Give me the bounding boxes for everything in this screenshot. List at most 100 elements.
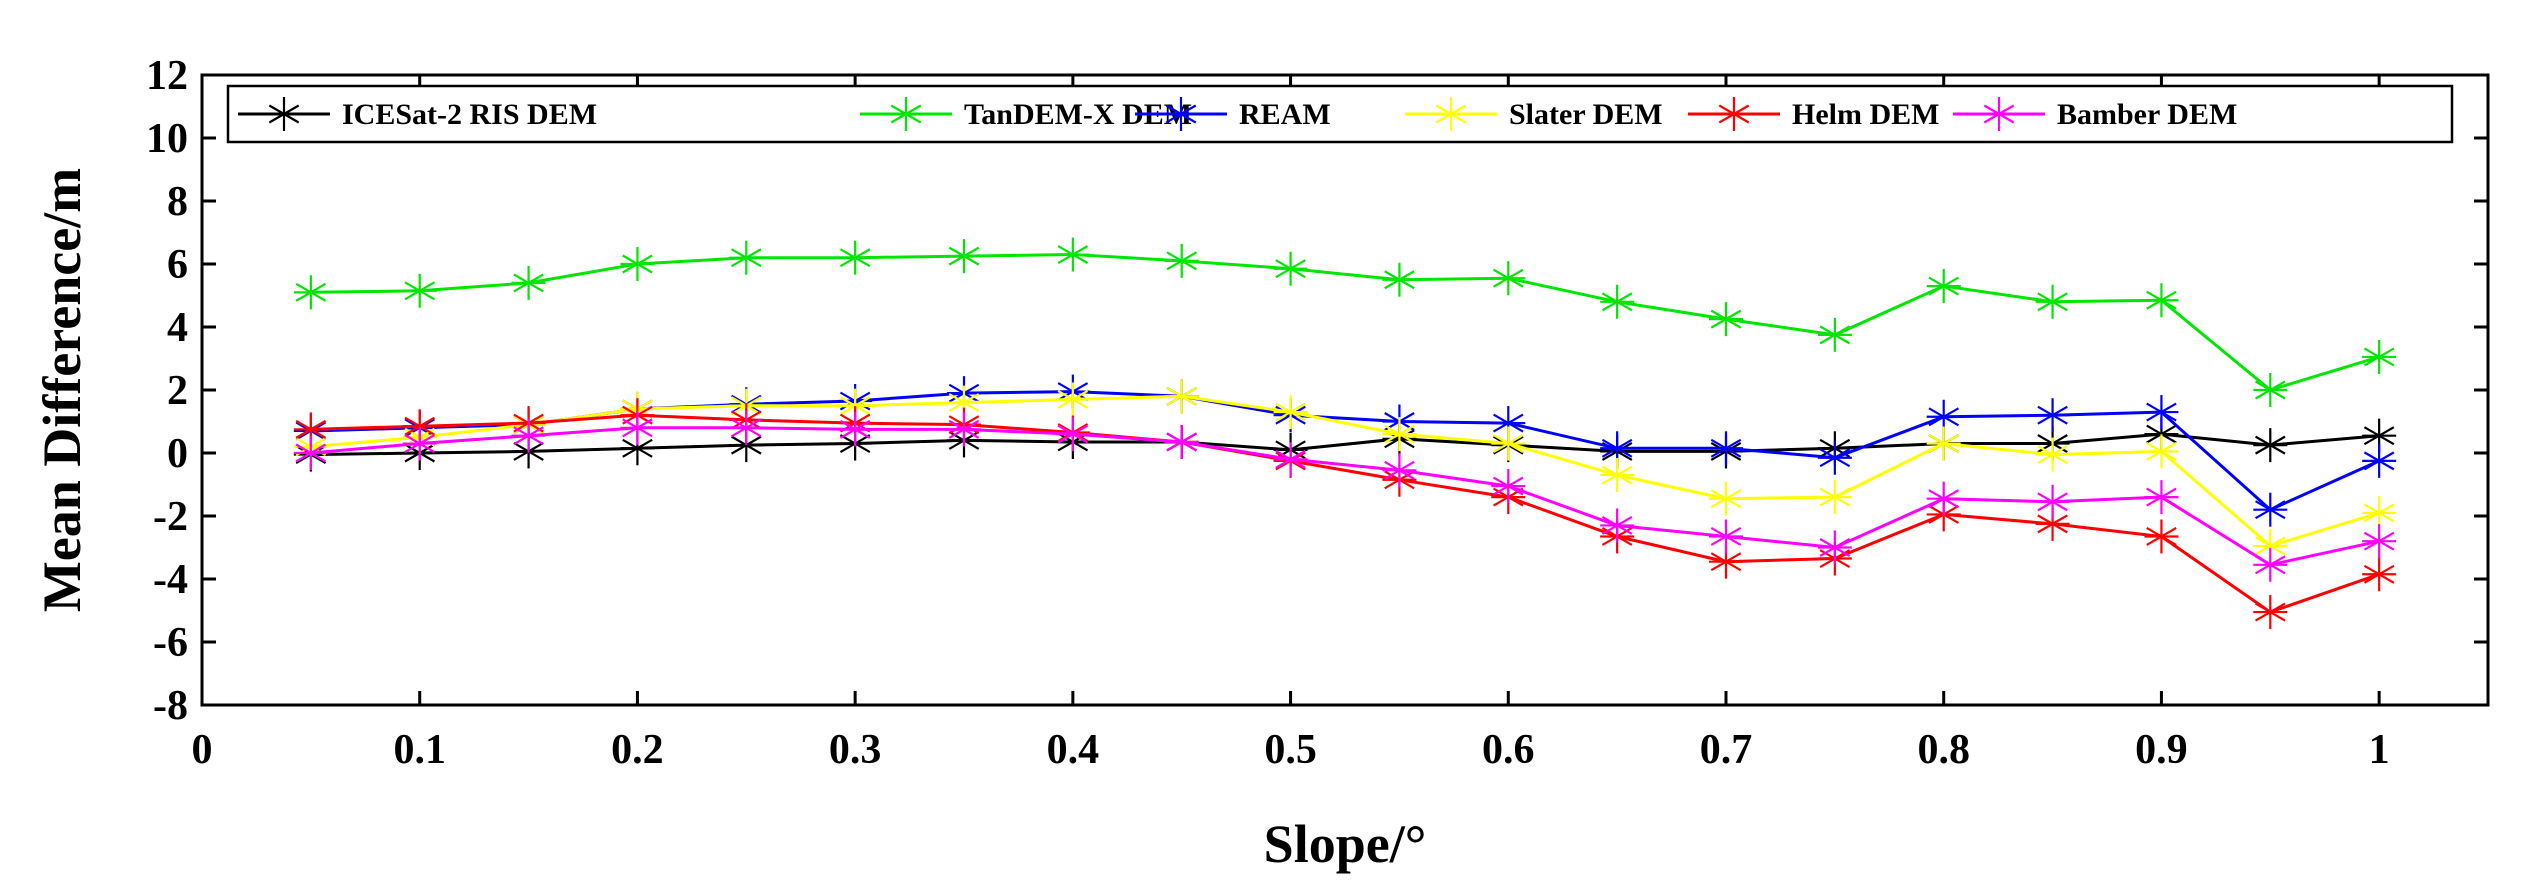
legend-entry: Helm DEM — [1688, 97, 1939, 131]
data-point — [1709, 519, 1743, 554]
data-point — [1926, 269, 1961, 304]
data-point — [947, 239, 981, 274]
data-point — [1055, 237, 1090, 272]
data-point — [1491, 426, 1526, 461]
data-point — [2362, 339, 2397, 374]
data-point — [402, 426, 437, 461]
legend-box — [226, 84, 2454, 144]
series-layer — [293, 237, 2397, 630]
data-point — [1273, 395, 1308, 430]
data-point — [838, 240, 873, 275]
data-point — [1709, 544, 1743, 579]
data-point — [620, 410, 655, 445]
data-point — [2035, 398, 2070, 433]
x-tick-label: 0.8 — [1917, 727, 1970, 773]
x-tick-label: 0.9 — [2135, 727, 2188, 773]
data-point — [1709, 302, 1743, 337]
data-point — [511, 418, 546, 453]
legend-entry: ICESat-2 RIS DEM — [238, 97, 597, 131]
data-point — [838, 388, 873, 423]
data-point — [2253, 492, 2288, 527]
x-tick-label: 0.4 — [1047, 727, 1100, 773]
plot-frame — [200, 73, 2490, 707]
data-point — [293, 436, 328, 470]
data-point — [1926, 426, 1961, 461]
data-point — [1709, 481, 1743, 516]
y-tick-label: 12 — [146, 53, 188, 99]
data-point — [1382, 262, 1417, 297]
legend-marker — [1982, 97, 2016, 131]
data-point — [1817, 317, 1852, 352]
data-point — [1055, 417, 1090, 452]
data-point — [2362, 557, 2397, 592]
legend-label: ICESat-2 RIS DEM — [342, 98, 597, 131]
x-tick-label: 0.3 — [829, 727, 882, 773]
legend-label: REAM — [1239, 98, 1331, 131]
axes-layer: 0 0.1 0.2 0.3 0.4 0.5 0.6 0.7 0.8 0.9 1 -8 -6 -4 -2 0 2 4… — [146, 53, 2488, 773]
x-tick-label: 0.6 — [1482, 727, 1535, 773]
y-tick-label: 10 — [146, 116, 188, 162]
data-point — [293, 412, 328, 447]
data-point — [1600, 284, 1635, 319]
legend-label: Helm DEM — [1792, 98, 1939, 131]
data-point — [1817, 530, 1852, 565]
data-point — [2035, 484, 2070, 519]
data-point — [838, 412, 873, 447]
data-point — [1273, 442, 1308, 477]
data-point — [2253, 547, 2288, 582]
data-point — [947, 412, 981, 447]
y-axis-label: Mean Difference/m — [32, 168, 92, 612]
data-point — [1817, 440, 1852, 475]
data-point — [1817, 480, 1852, 515]
data-point — [511, 265, 546, 300]
x-tick-label: 0 — [192, 727, 213, 773]
y-tick-label: 6 — [167, 242, 188, 288]
legend-label: Bamber DEM — [2057, 98, 2237, 131]
data-point — [402, 273, 437, 308]
y-tick-label: -4 — [153, 557, 188, 603]
legend: ICESat-2 RIS DEM TanDEM-X DEM REAM Slater D… — [226, 84, 2454, 144]
data-point — [1709, 431, 1743, 466]
data-point — [729, 410, 764, 445]
data-point — [1926, 481, 1961, 516]
data-point — [1055, 382, 1090, 417]
y-tick-label: -2 — [153, 494, 188, 540]
legend-marker — [267, 97, 301, 131]
data-point — [2035, 437, 2070, 472]
legend-marker — [1164, 97, 1198, 131]
data-point — [2253, 373, 2288, 407]
y-tick-label: 2 — [167, 368, 188, 414]
data-point — [2253, 428, 2288, 463]
data-point — [2144, 434, 2179, 469]
x-axis-label: Slope/° — [1264, 814, 1427, 874]
x-tick-label: 0.2 — [611, 727, 664, 773]
data-point — [1491, 469, 1526, 504]
series-line — [310, 432, 2380, 457]
data-point — [947, 385, 981, 420]
data-point — [2362, 495, 2397, 530]
series-line — [310, 413, 2380, 614]
plot-area — [200, 73, 2490, 707]
data-point — [1926, 399, 1961, 434]
data-point — [2362, 443, 2397, 478]
y-tick-label: 8 — [167, 179, 188, 225]
legend-label: Slater DEM — [1509, 98, 1663, 131]
x-tick-label: 0.1 — [393, 727, 446, 773]
data-point — [1164, 424, 1199, 459]
series-line — [310, 426, 2380, 567]
data-point — [1491, 261, 1526, 296]
y-tick-label: 4 — [167, 305, 188, 351]
legend-marker — [1717, 97, 1751, 131]
series-bamber-dem — [293, 410, 2397, 582]
data-point — [1600, 508, 1635, 543]
legend-entry: Slater DEM — [1405, 97, 1663, 131]
series-tandem-x-dem — [293, 237, 2397, 407]
y-tick-label: 0 — [167, 431, 188, 477]
x-tick-label: 0.7 — [1700, 727, 1753, 773]
data-point — [2144, 519, 2179, 554]
data-point — [2253, 595, 2288, 630]
data-point — [1164, 243, 1199, 278]
data-point — [2253, 528, 2288, 563]
data-point — [729, 240, 764, 275]
